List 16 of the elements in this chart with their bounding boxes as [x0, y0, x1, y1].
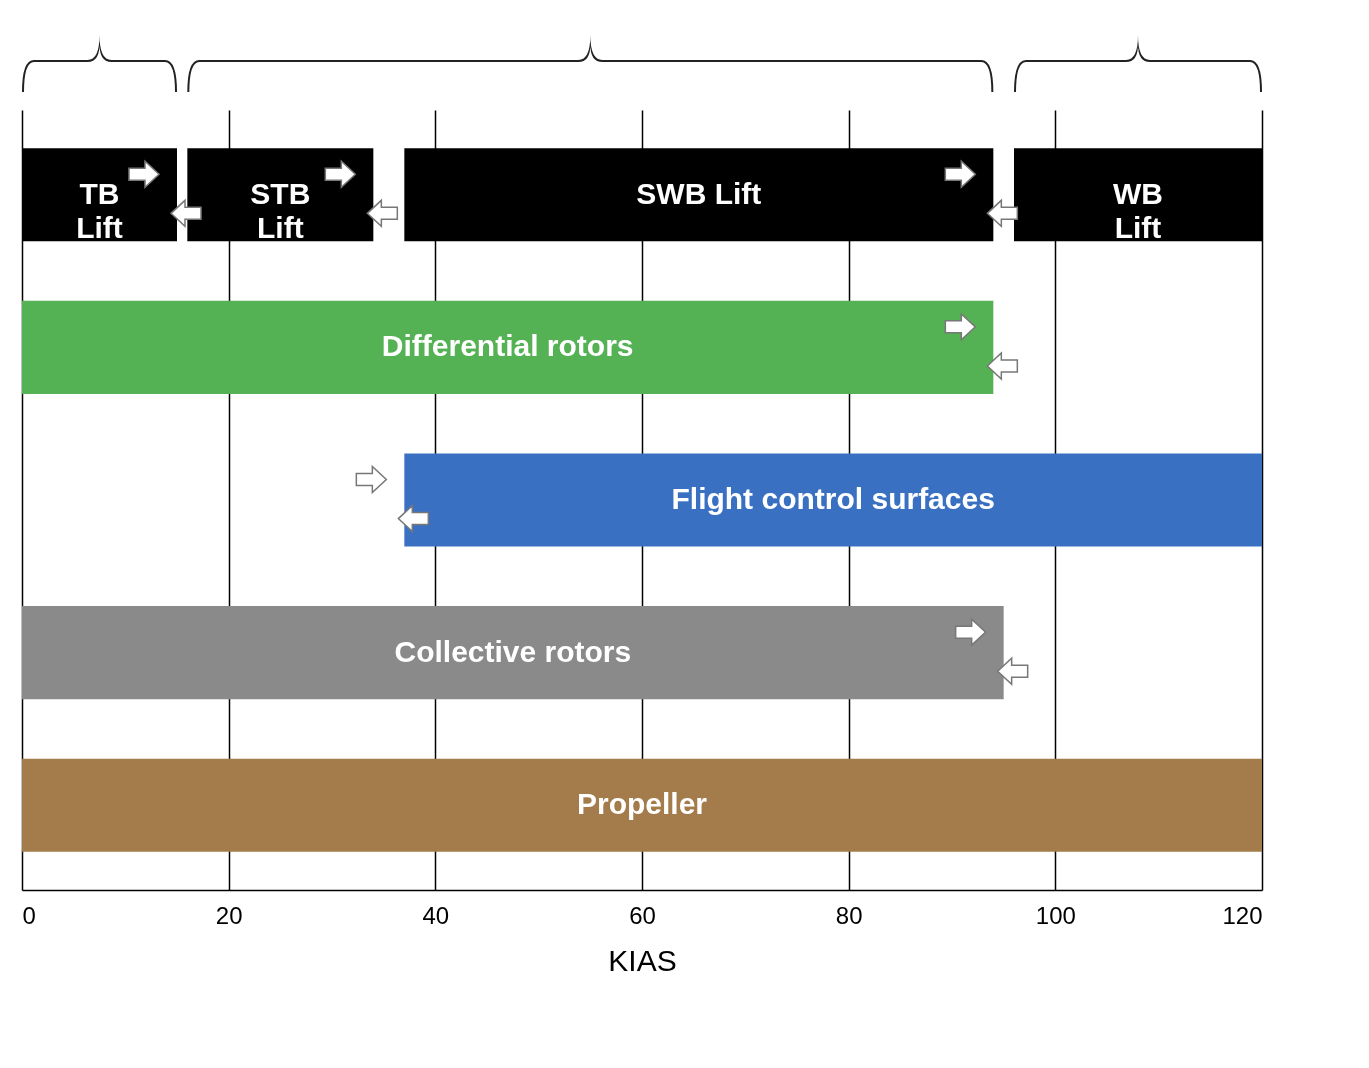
series-label: TB Lift: [76, 176, 123, 244]
series-label: Propeller: [576, 787, 708, 821]
x-tick-label: 120: [1222, 901, 1263, 929]
series-label: Flight control surfaces: [671, 482, 995, 515]
x-tick-label: 100: [1035, 901, 1076, 929]
series-label: WB Lift: [1113, 176, 1163, 244]
series-label: Collective rotors: [394, 634, 632, 668]
x-tick-label: 20: [215, 901, 243, 929]
x-tick-label: 80: [835, 901, 863, 929]
series-label: SWB Lift: [636, 176, 762, 210]
series-label: Differential rotors: [381, 329, 634, 363]
x-tick-label: 60: [629, 901, 656, 929]
x-tick-label: 40: [422, 901, 450, 929]
series-label: STB Lift: [250, 176, 311, 244]
x-axis-title: KIAS: [608, 943, 677, 977]
x-tick-label: 0: [22, 901, 36, 929]
